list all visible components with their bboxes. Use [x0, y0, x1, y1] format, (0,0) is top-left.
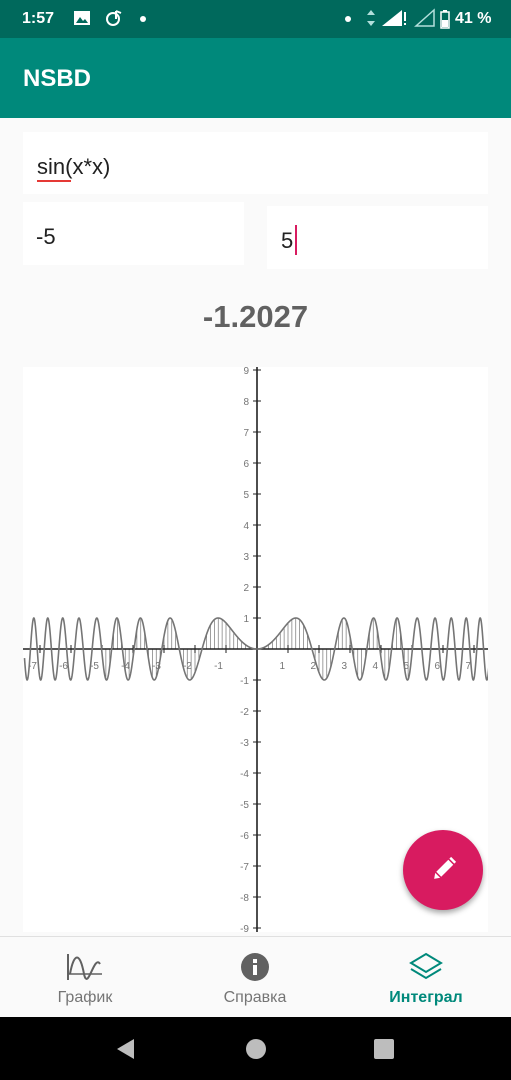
- y-tick-label: 5: [243, 490, 249, 501]
- layers-icon: [409, 952, 443, 980]
- nav-item-integral[interactable]: Интеграл: [341, 937, 511, 1018]
- x-tick-label: -3: [152, 661, 161, 672]
- nav-item-help[interactable]: Справка: [170, 937, 340, 1018]
- sine-wave-icon: [67, 954, 102, 980]
- home-icon[interactable]: [244, 1037, 268, 1061]
- x-tick-label: -2: [183, 661, 192, 672]
- lower-bound-input[interactable]: -5: [23, 202, 244, 265]
- y-tick-label: -8: [240, 893, 249, 904]
- x-tick-label: -6: [59, 661, 68, 672]
- data-arrows-icon: [367, 10, 375, 26]
- y-tick-label: -4: [240, 769, 249, 780]
- y-tick-label: -2: [240, 707, 249, 718]
- system-navigation-bar: [0, 1017, 511, 1080]
- edit-fab-button[interactable]: [403, 830, 483, 910]
- lower-bound-value: -5: [36, 224, 56, 249]
- integral-result: -1.2027: [202, 299, 309, 334]
- x-tick-label: 7: [465, 661, 471, 672]
- y-tick-label: 8: [243, 397, 249, 408]
- y-tick-label: 7: [243, 428, 249, 439]
- signal-empty-icon: [414, 8, 435, 27]
- image-notification-icon: [74, 11, 90, 25]
- y-tick-label: -9: [240, 924, 249, 932]
- y-tick-label: 1: [243, 614, 249, 625]
- x-tick-label: 6: [434, 661, 440, 672]
- y-tick-label: -1: [240, 676, 249, 687]
- status-bar: 1:57 41 %: [0, 0, 511, 38]
- signal-icon: [382, 10, 406, 26]
- recents-icon[interactable]: [372, 1037, 396, 1061]
- notification-dot-icon: [140, 16, 146, 22]
- back-icon[interactable]: [114, 1037, 138, 1061]
- spellcheck-underline: [37, 180, 71, 182]
- function-input-value: sin(x*x): [37, 154, 111, 179]
- y-tick-label: 6: [243, 459, 249, 470]
- y-tick-label: -3: [240, 738, 249, 749]
- x-tick-label: -1: [214, 661, 223, 672]
- status-time: 1:57: [22, 10, 55, 27]
- y-tick-label: 4: [243, 521, 249, 532]
- nav-item-integral-label: Интеграл: [389, 989, 463, 1006]
- x-tick-label: -4: [121, 661, 130, 672]
- upper-bound-value: 5: [281, 228, 294, 253]
- bottom-navigation: График Справка Интеграл: [0, 936, 511, 1018]
- info-icon: [241, 953, 269, 981]
- text-cursor: [295, 225, 297, 255]
- upper-bound-input[interactable]: 5: [267, 206, 488, 269]
- music-notification-icon: [106, 10, 122, 26]
- y-tick-label: 3: [243, 552, 249, 563]
- pencil-icon: [434, 856, 457, 879]
- app-bar: NSBD: [0, 38, 511, 118]
- nav-item-graph[interactable]: График: [0, 937, 170, 1018]
- y-tick-label: 2: [243, 583, 249, 594]
- function-input[interactable]: sin(x*x): [23, 132, 488, 194]
- battery-icon: [440, 10, 450, 29]
- y-tick-label: -7: [240, 862, 249, 873]
- nav-item-graph-label: График: [57, 989, 113, 1006]
- app-title: NSBD: [23, 65, 92, 92]
- battery-percent: 41 %: [455, 10, 492, 27]
- x-tick-label: -7: [28, 661, 37, 672]
- nav-item-help-label: Справка: [223, 989, 287, 1006]
- x-tick-label: -5: [90, 661, 99, 672]
- function-graph[interactable]: -7 -6 -5 -4 -3 -2 -1 1 2 3 4 5 6 7 9 8 7 6 5 4 3 2 1 -1 -2 -3 -4 -5…: [23, 367, 488, 932]
- graph-svg: -7 -6 -5 -4 -3 -2 -1 1 2 3 4 5 6 7 9 8 7 6 5 4 3 2 1 -1 -2 -3 -4 -5…: [23, 367, 488, 932]
- x-tick-label: 5: [403, 661, 409, 672]
- notification-dot-icon: [345, 16, 351, 22]
- y-tick-label: 9: [243, 367, 249, 377]
- x-tick-label: 1: [279, 661, 285, 672]
- x-tick-label: 3: [341, 661, 347, 672]
- y-tick-label: -5: [240, 800, 249, 811]
- x-tick-label: 2: [310, 661, 316, 672]
- function-curve: [23, 617, 488, 681]
- y-tick-label: -6: [240, 831, 249, 842]
- x-tick-label: 4: [372, 661, 378, 672]
